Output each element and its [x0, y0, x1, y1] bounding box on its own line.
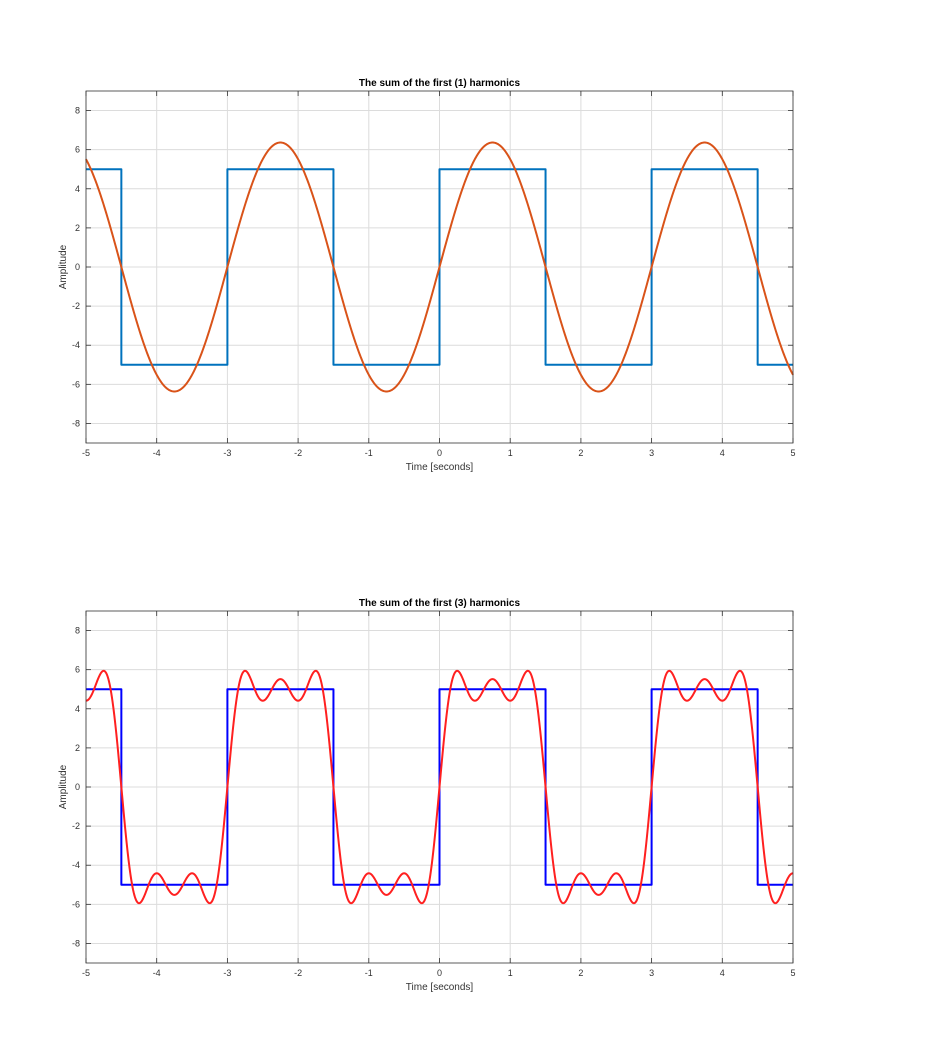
- chart-title: The sum of the first (3) harmonics: [359, 598, 521, 609]
- y-tick-label: 4: [75, 704, 80, 714]
- x-tick-label: 5: [790, 968, 795, 978]
- axes-box: [85, 90, 794, 444]
- y-axis-label: Amplitude: [58, 764, 69, 809]
- x-tick-label: 3: [649, 448, 654, 458]
- fourier-sum-line: [85, 669, 794, 905]
- y-tick-label: -8: [72, 418, 80, 428]
- x-tick-label: 1: [508, 448, 513, 458]
- x-tick-label: -4: [153, 448, 161, 458]
- x-tick-label: 2: [578, 968, 583, 978]
- y-tick-label: -4: [72, 860, 80, 870]
- chart-panel-2: -5 -4 -3 -2 -1 0 1 2 3 4 5 -8 -6 -4 -2 0 2 4 6 8 The sum of …: [58, 598, 796, 993]
- y-tick-label: -4: [72, 340, 80, 350]
- y-tick-label: 2: [75, 743, 80, 753]
- x-tick-label: 4: [720, 448, 725, 458]
- x-tick-label: -3: [223, 968, 231, 978]
- fourier-sum-line: [85, 141, 794, 393]
- chart-panel-1: -5 -4 -3 -2 -1 0 1 2 3 4 5 -8 -6 -4 -2 0 2 4 6 8 The sum of …: [58, 78, 796, 473]
- y-axis-label: Amplitude: [58, 244, 69, 289]
- x-tick-label: -3: [223, 448, 231, 458]
- x-tick-label: 0: [437, 448, 442, 458]
- x-tick-label: -2: [294, 448, 302, 458]
- y-tick-label: 8: [75, 626, 80, 636]
- x-tick-label: -1: [365, 968, 373, 978]
- x-axis-label: Time [seconds]: [406, 462, 474, 473]
- y-tick-label: 6: [75, 665, 80, 675]
- y-tick-label: 2: [75, 223, 80, 233]
- y-tick-label: 4: [75, 184, 80, 194]
- x-tick-label: -2: [294, 968, 302, 978]
- y-tick-label: -2: [72, 301, 80, 311]
- x-tick-label: -5: [82, 448, 90, 458]
- y-tick-label: -8: [72, 938, 80, 948]
- x-tick-label: -4: [153, 968, 161, 978]
- axes-box: [85, 610, 794, 964]
- x-tick-label: 2: [578, 448, 583, 458]
- y-tick-label: 6: [75, 145, 80, 155]
- x-tick-label: 5: [790, 448, 795, 458]
- y-tick-label: -6: [72, 379, 80, 389]
- x-axis-label: Time [seconds]: [406, 982, 474, 993]
- y-tick-label: -6: [72, 899, 80, 909]
- x-tick-label: 4: [720, 968, 725, 978]
- y-tick-label: 0: [75, 262, 80, 272]
- y-tick-label: -2: [72, 821, 80, 831]
- x-tick-label: 0: [437, 968, 442, 978]
- chart-title: The sum of the first (1) harmonics: [359, 78, 521, 89]
- x-tick-label: -1: [365, 448, 373, 458]
- x-tick-label: 1: [508, 968, 513, 978]
- x-tick-label: -5: [82, 968, 90, 978]
- x-tick-label: 3: [649, 968, 654, 978]
- y-tick-label: 0: [75, 782, 80, 792]
- y-tick-label: 8: [75, 106, 80, 116]
